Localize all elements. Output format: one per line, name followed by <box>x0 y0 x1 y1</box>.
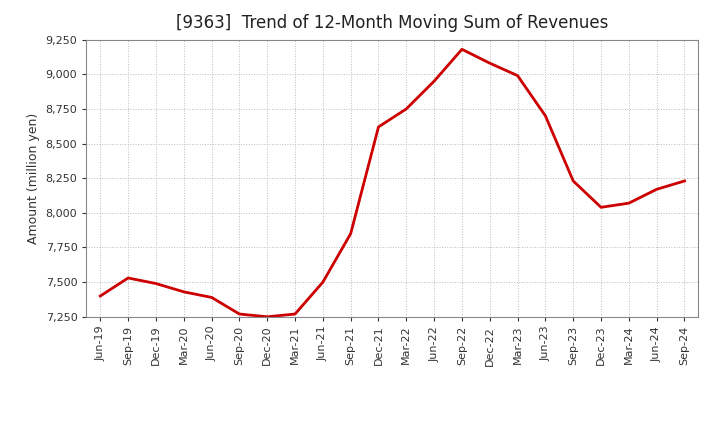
Y-axis label: Amount (million yen): Amount (million yen) <box>27 113 40 244</box>
Title: [9363]  Trend of 12-Month Moving Sum of Revenues: [9363] Trend of 12-Month Moving Sum of R… <box>176 15 608 33</box>
